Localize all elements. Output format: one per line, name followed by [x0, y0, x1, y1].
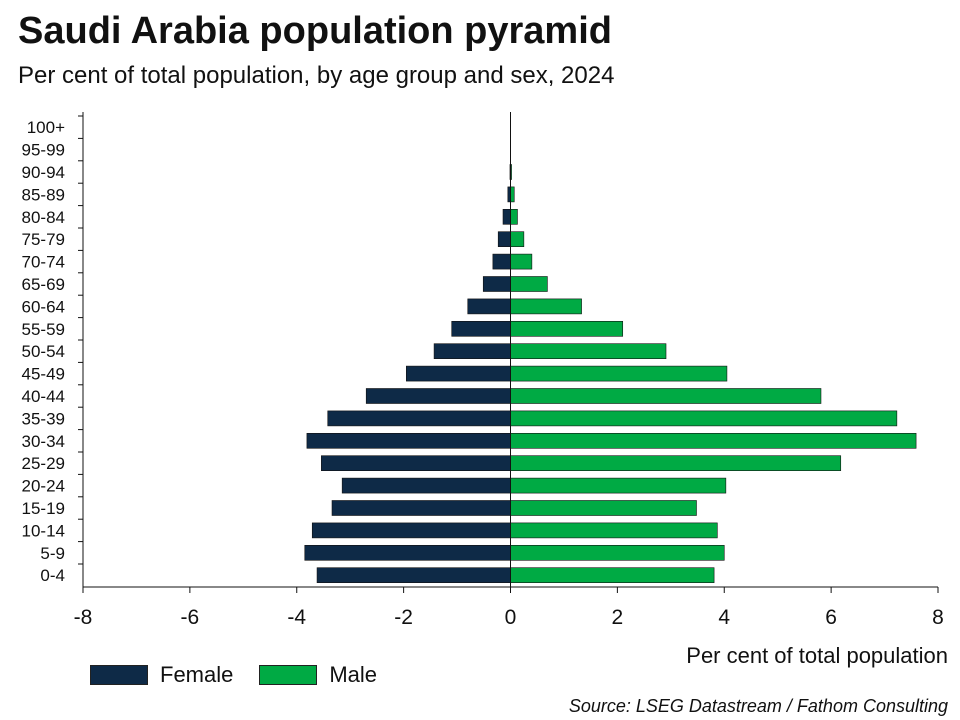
- x-tick-labels: -8 -6 -4 -2 0 2 4 6 8: [74, 587, 944, 629]
- bar-male-50-54: [510, 343, 667, 360]
- legend-item-female: Female: [90, 662, 233, 688]
- legend-item-male: Male: [259, 662, 377, 688]
- y-tick-label-65-69: 65-69: [22, 275, 65, 294]
- bar-male-15-19: [510, 500, 697, 516]
- legend-label-male: Male: [329, 662, 378, 687]
- chart-subtitle: Per cent of total population, by age gro…: [18, 62, 615, 89]
- y-tick-label-35-39: 35-39: [22, 409, 65, 428]
- bar-male-70-74: [510, 253, 533, 270]
- y-tick-label-100plus: 100+: [27, 118, 65, 137]
- y-tick-label-75-79: 75-79: [22, 230, 65, 249]
- legend-swatch-female: [90, 665, 148, 685]
- bar-male-25-29: [510, 455, 842, 472]
- y-tick-label-5-9: 5-9: [40, 544, 65, 563]
- bar-male-30-34: [510, 432, 917, 449]
- legend: Female Male: [90, 662, 403, 688]
- bar-male-80-84: [510, 209, 518, 225]
- legend-swatch-male: [259, 665, 318, 685]
- bar-female-50-54: [433, 343, 511, 360]
- x-tick-label-0: 0: [505, 606, 517, 629]
- bar-female-75-79: [497, 231, 511, 247]
- bars-layer: [304, 164, 917, 584]
- y-tick-label-55-59: 55-59: [22, 320, 65, 339]
- x-tick-label-2: 2: [612, 606, 624, 629]
- y-tick-label-85-89: 85-89: [22, 185, 65, 204]
- y-tick-label-30-34: 30-34: [22, 432, 65, 451]
- bar-female-40-44: [365, 388, 511, 404]
- y-tick-label-0-4: 0-4: [40, 566, 65, 585]
- x-tick-label-neg4: -4: [287, 606, 306, 629]
- y-tick-label-90-94: 90-94: [22, 163, 65, 182]
- bar-female-70-74: [492, 253, 511, 270]
- bar-female-60-64: [467, 298, 511, 315]
- bar-male-45-49: [510, 365, 728, 382]
- bar-male-35-39: [510, 410, 898, 427]
- bar-male-55-59: [510, 320, 624, 337]
- bar-male-0-4: [510, 567, 715, 584]
- bar-female-65-69: [482, 276, 511, 292]
- bar-female-55-59: [451, 320, 511, 337]
- y-tick-label-60-64: 60-64: [22, 297, 65, 316]
- x-tick-label-4: 4: [718, 606, 730, 629]
- bar-male-60-64: [510, 298, 582, 315]
- legend-label-female: Female: [160, 662, 234, 687]
- bar-female-15-19: [331, 500, 511, 516]
- y-tick-label-50-54: 50-54: [22, 342, 65, 361]
- bar-female-80-84: [502, 209, 511, 225]
- y-tick-label-40-44: 40-44: [22, 387, 65, 406]
- bar-female-5-9: [304, 544, 511, 561]
- y-tick-label-45-49: 45-49: [22, 365, 65, 384]
- bar-male-85-89: [510, 186, 515, 203]
- x-tick-label-neg2: -2: [394, 606, 413, 629]
- x-tick-label-8: 8: [932, 606, 944, 629]
- bar-female-35-39: [327, 410, 511, 427]
- y-tick-label-15-19: 15-19: [22, 499, 65, 518]
- y-tick-labels: 100+ 95-99 90-94 85-89 80-84 75-79 70-74 65-69 6…: [22, 115, 83, 585]
- bar-female-45-49: [405, 365, 511, 382]
- bar-female-30-34: [306, 432, 511, 449]
- y-tick-label-20-24: 20-24: [22, 477, 65, 496]
- source-note: Source: LSEG Datastream / Fathom Consult…: [568, 696, 948, 716]
- bar-male-40-44: [510, 388, 822, 404]
- bar-male-20-24: [510, 477, 727, 494]
- bar-female-25-29: [321, 455, 511, 472]
- x-tick-label-6: 6: [825, 606, 837, 629]
- bar-male-65-69: [510, 276, 548, 292]
- y-tick-label-80-84: 80-84: [22, 208, 65, 227]
- bar-male-5-9: [510, 544, 725, 561]
- bar-female-20-24: [341, 477, 511, 494]
- chart-title: Saudi Arabia population pyramid: [18, 10, 612, 52]
- x-tick-label-neg6: -6: [181, 606, 200, 629]
- y-tick-label-25-29: 25-29: [22, 454, 65, 473]
- bar-female-0-4: [316, 567, 511, 584]
- bar-male-10-14: [510, 522, 718, 539]
- bar-male-75-79: [510, 231, 525, 247]
- y-tick-label-10-14: 10-14: [22, 521, 65, 540]
- y-tick-label-95-99: 95-99: [22, 141, 65, 160]
- y-tick-label-70-74: 70-74: [22, 253, 65, 272]
- x-axis-label: Per cent of total population: [686, 643, 948, 668]
- x-tick-label-neg8: -8: [74, 606, 93, 629]
- bar-female-10-14: [311, 522, 511, 539]
